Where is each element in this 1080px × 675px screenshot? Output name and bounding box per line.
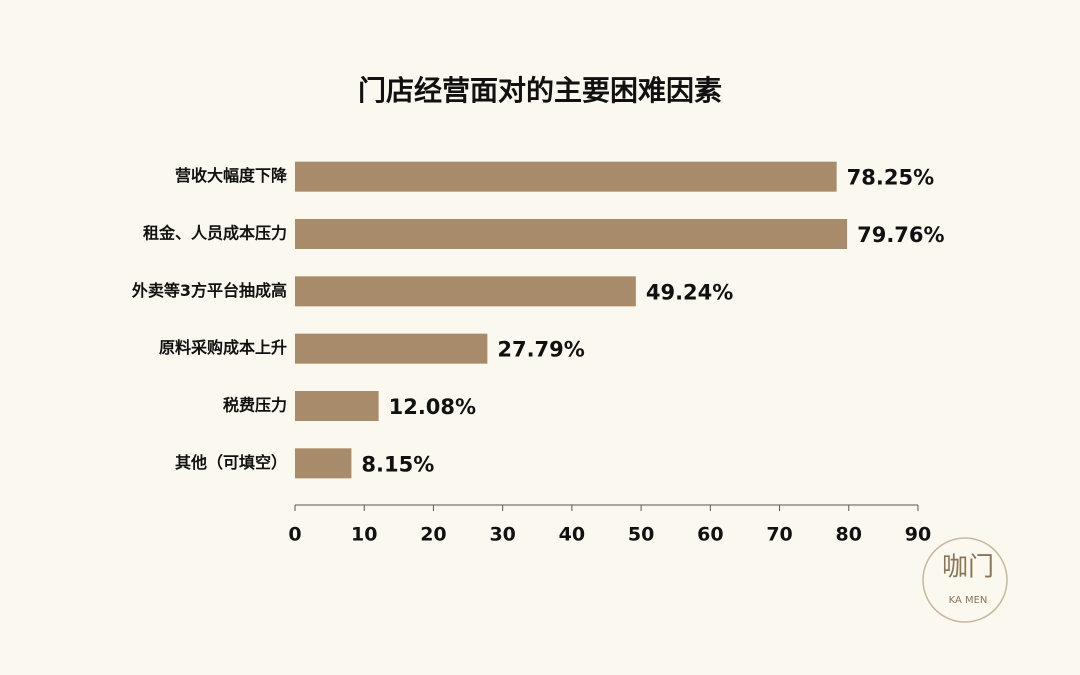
logo-ring [922, 537, 1008, 623]
bar [295, 333, 488, 364]
x-tick-label: 40 [559, 524, 585, 546]
value-label: 27.79% [497, 338, 584, 362]
value-label: 8.15% [361, 452, 434, 476]
y-tick-label: 原料采购成本上升 [159, 338, 287, 357]
x-tick-label: 60 [697, 524, 723, 546]
x-tick-label: 10 [351, 524, 377, 546]
bar [295, 219, 848, 249]
y-tick-label: 租金、人员成本压力 [143, 224, 287, 243]
y-tick-label: 其他（可填空） [175, 453, 287, 472]
x-tick-label: 80 [836, 524, 862, 546]
x-tick-label: 70 [766, 524, 792, 546]
chart-title: 门店经营面对的主要困难因素 [358, 74, 722, 107]
x-tick-label: 0 [288, 524, 301, 546]
x-tick-label: 90 [905, 524, 931, 546]
bar [295, 276, 636, 307]
y-tick-label: 外卖等3方平台抽成高 [131, 281, 287, 300]
y-tick-label: 税费压力 [223, 396, 287, 415]
y-tick-label: 营收大幅度下降 [175, 166, 288, 185]
value-label: 78.25% [847, 166, 934, 190]
x-tick-label: 30 [489, 524, 515, 546]
logo: 咖门 KA MEN [922, 537, 1008, 623]
x-tick-label: 20 [420, 524, 446, 546]
logo-mark: 咖门 [942, 553, 994, 583]
value-label: 49.24% [646, 280, 733, 304]
logo-sub: KA MEN [949, 595, 988, 606]
x-tick-label: 50 [628, 524, 654, 546]
bar [295, 448, 352, 479]
bar [295, 391, 379, 421]
value-label: 79.76% [857, 223, 944, 247]
value-label: 12.08% [389, 395, 476, 419]
bar [295, 161, 837, 192]
